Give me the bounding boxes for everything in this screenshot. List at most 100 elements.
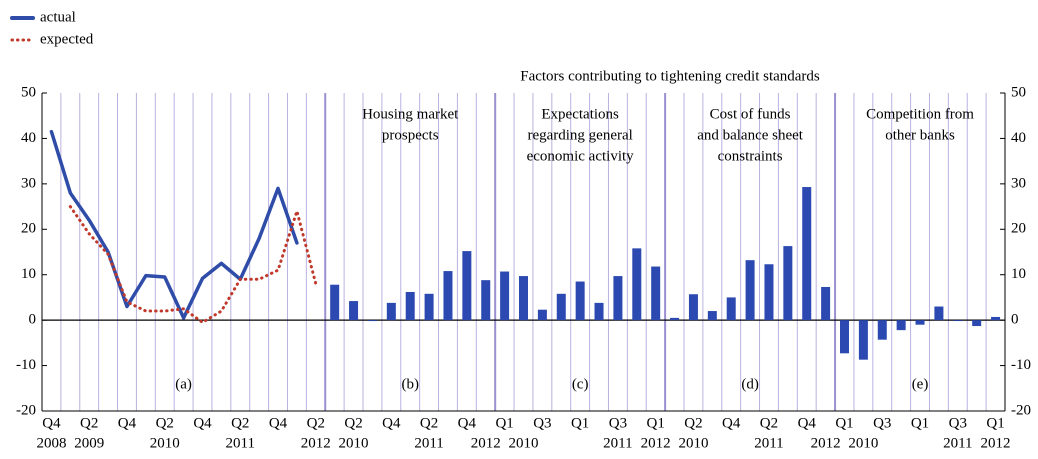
panel-title: Housing market bbox=[362, 106, 459, 122]
panel-label: (d) bbox=[741, 376, 759, 392]
y2-tick-label: 10 bbox=[1011, 266, 1026, 282]
x-tick-label: Q4 bbox=[722, 415, 741, 431]
bar bbox=[764, 264, 774, 321]
bar bbox=[500, 271, 510, 321]
x-tick-label: Q1 bbox=[835, 415, 853, 431]
bar bbox=[934, 306, 944, 321]
series-line bbox=[68, 205, 318, 324]
panel-title: regarding general bbox=[527, 127, 632, 143]
x-tick-label: Q2 bbox=[684, 415, 702, 431]
bar bbox=[575, 281, 585, 321]
x-year-label: 2010 bbox=[339, 435, 369, 451]
x-tick-label: Q2 bbox=[420, 415, 438, 431]
bar bbox=[670, 317, 680, 321]
panel-label: (a) bbox=[175, 376, 192, 392]
y-tick-label: 50 bbox=[21, 84, 36, 100]
bar bbox=[424, 293, 434, 321]
x-tick-label: Q4 bbox=[798, 415, 817, 431]
y2-tick-label: 20 bbox=[1011, 221, 1026, 237]
bar bbox=[443, 271, 453, 321]
x-tick-label: Q1 bbox=[571, 415, 589, 431]
x-tick-label: Q3 bbox=[949, 415, 967, 431]
x-year-label: 2008 bbox=[36, 435, 66, 451]
x-tick-label: Q2 bbox=[344, 415, 362, 431]
panel-title: constraints bbox=[718, 148, 783, 164]
x-tick-label: Q4 bbox=[42, 415, 61, 431]
bar bbox=[367, 320, 377, 322]
x-tick-label: Q4 bbox=[118, 415, 137, 431]
bar bbox=[783, 246, 793, 321]
x-year-label: 2011 bbox=[943, 435, 972, 451]
x-tick-label: Q4 bbox=[458, 415, 477, 431]
bar bbox=[651, 266, 661, 321]
bar bbox=[613, 276, 623, 321]
x-year-label: 2009 bbox=[74, 435, 104, 451]
x-tick-label: Q4 bbox=[382, 415, 401, 431]
panel-title: Cost of funds bbox=[710, 106, 791, 122]
y2-tick-label: 50 bbox=[1011, 84, 1026, 100]
x-tick-label: Q1 bbox=[647, 415, 665, 431]
x-tick-label: Q2 bbox=[156, 415, 174, 431]
x-year-label: 2012 bbox=[301, 435, 331, 451]
x-tick-label: Q2 bbox=[307, 415, 325, 431]
bar bbox=[802, 187, 812, 321]
bar bbox=[462, 251, 472, 321]
panel-title: other banks bbox=[885, 127, 955, 143]
x-tick-label: Q1 bbox=[495, 415, 513, 431]
x-tick-label: Q2 bbox=[231, 415, 249, 431]
panel-title: prospects bbox=[382, 127, 439, 143]
x-tick-label: Q4 bbox=[269, 415, 288, 431]
x-tick-label: Q3 bbox=[873, 415, 891, 431]
y-tick-label: -10 bbox=[16, 357, 36, 373]
x-tick-label: Q2 bbox=[760, 415, 778, 431]
x-year-label: 2011 bbox=[754, 435, 783, 451]
y2-tick-label: -20 bbox=[1011, 402, 1031, 418]
bar bbox=[330, 284, 340, 321]
bar bbox=[556, 293, 566, 321]
y2-tick-label: 30 bbox=[1011, 175, 1026, 191]
x-year-label: 2012 bbox=[471, 435, 501, 451]
y2-tick-label: 40 bbox=[1011, 130, 1026, 146]
x-year-label: 2010 bbox=[848, 435, 878, 451]
bar bbox=[632, 248, 642, 321]
bar bbox=[972, 320, 982, 327]
bar bbox=[745, 260, 755, 321]
panel-title: economic activity bbox=[527, 148, 635, 164]
panel-label: (c) bbox=[572, 376, 589, 392]
x-tick-label: Q4 bbox=[193, 415, 212, 431]
x-year-label: 2011 bbox=[414, 435, 443, 451]
legend-label: expected bbox=[40, 31, 94, 47]
bar bbox=[537, 309, 547, 321]
x-year-label: 2011 bbox=[226, 435, 255, 451]
bar bbox=[349, 301, 359, 321]
series-line bbox=[49, 129, 299, 320]
heading: Factors contributing to tightening credi… bbox=[520, 68, 820, 84]
bar bbox=[405, 291, 415, 321]
x-year-label: 2010 bbox=[150, 435, 180, 451]
x-year-label: 2012 bbox=[811, 435, 841, 451]
x-year-label: 2012 bbox=[641, 435, 671, 451]
bar bbox=[821, 286, 831, 321]
y-tick-label: 20 bbox=[21, 221, 36, 237]
panel-label: (e) bbox=[912, 376, 929, 392]
bar bbox=[386, 302, 396, 321]
bar bbox=[840, 320, 849, 354]
legend-label: actual bbox=[40, 9, 76, 25]
bar bbox=[594, 302, 604, 321]
x-year-label: 2010 bbox=[678, 435, 708, 451]
x-tick-label: Q1 bbox=[986, 415, 1004, 431]
bar bbox=[519, 276, 528, 321]
panel-title: and balance sheet bbox=[697, 127, 804, 143]
bar bbox=[858, 320, 868, 360]
bar bbox=[991, 316, 1001, 321]
x-tick-label: Q2 bbox=[80, 415, 98, 431]
bar bbox=[707, 311, 717, 321]
y-tick-label: 40 bbox=[21, 130, 36, 146]
y-tick-label: 10 bbox=[21, 266, 36, 282]
panel-title: Competition from bbox=[866, 106, 974, 122]
y2-tick-label: -10 bbox=[1011, 357, 1031, 373]
x-year-label: 2010 bbox=[509, 435, 539, 451]
bar bbox=[915, 320, 925, 325]
